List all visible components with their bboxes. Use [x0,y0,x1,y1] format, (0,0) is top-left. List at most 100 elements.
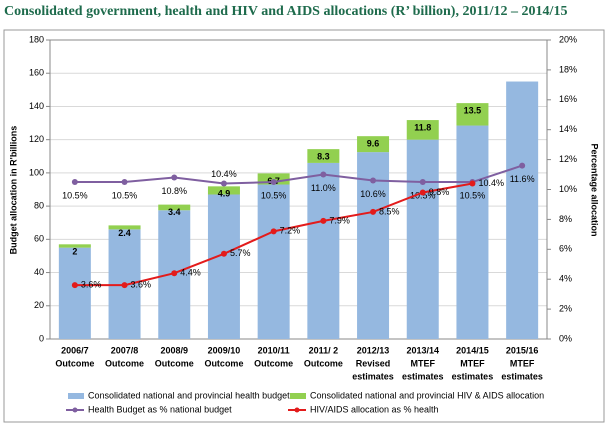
data-label: 8.5% [379,206,400,216]
x-tick-label: Outcome [105,358,144,368]
point [220,180,227,187]
chart-title: Consolidated government, health and HIV … [4,4,567,19]
x-tick-label: Outcome [55,358,94,368]
bar [108,225,141,230]
y2-tick-label: 14% [559,124,577,134]
y2-axis-title: Percentage allocation [590,143,600,236]
data-label: 11.0% [311,183,336,193]
x-tick-label: estimates [402,371,444,381]
data-label: 10.8% [161,186,187,196]
data-label: 3.4 [168,207,181,217]
x-tick-label: 2007/8 [111,345,139,355]
data-label: 10.5% [62,190,88,200]
x-tick-label: 2014/15 [456,345,489,355]
bar [58,247,91,339]
x-tick-label: 2006/7 [61,345,89,355]
data-label: 9.6 [367,139,380,149]
data-label: 10.5% [261,190,287,200]
data-label: 3.6% [81,280,102,290]
point [121,179,128,186]
point [469,180,476,187]
point [419,179,426,186]
bar [207,194,240,339]
x-tick-label: Outcome [155,358,194,368]
y-tick-label: 40 [34,267,44,277]
y-axis-title: Budget allocation in R'billions [8,126,18,255]
data-label: 4.4% [180,268,201,278]
legend-swatch [68,393,84,399]
legend-swatch [72,407,78,413]
point [519,162,526,169]
data-label: 10.4% [478,178,504,188]
point [121,282,128,289]
x-tick-label: 2013/14 [406,345,439,355]
point [320,171,327,178]
x-tick-label: Revised [356,358,391,368]
data-label: 5.7% [230,248,251,258]
data-label: 7.9% [329,215,350,225]
y-tick-label: 0 [39,333,44,343]
y-tick-label: 20 [34,300,44,310]
bar [58,244,91,248]
x-tick-label: estimates [501,371,543,381]
bar [207,186,240,195]
x-tick-label: 2015/16 [506,345,539,355]
x-tick-label: estimates [352,371,394,381]
y-tick-label: 140 [29,101,44,111]
y2-tick-label: 4% [559,274,572,284]
x-tick-label: 2012/13 [357,345,390,355]
point [320,217,327,224]
data-label: 2.4 [118,228,131,238]
bar [406,120,439,140]
legend-label: Consolidated national and provincial hea… [88,390,290,400]
y2-tick-label: 6% [559,244,572,254]
data-label: 2 [72,247,77,257]
data-label: 10.5% [460,190,486,200]
x-tick-label: estimates [452,371,494,381]
x-tick-label: 2009/10 [208,345,241,355]
point [71,179,78,186]
y-tick-label: 160 [29,68,44,78]
chart-frame [3,29,605,423]
bar [456,103,489,126]
bar [506,81,539,340]
bar [406,139,439,339]
data-label: 11.8 [414,122,431,132]
y-tick-label: 100 [29,167,44,177]
x-tick-label: MTEF [460,358,485,368]
y-tick-label: 60 [34,234,44,244]
point [370,208,377,215]
y-tick-label: 180 [29,34,44,44]
legend-label: HIV/AIDS allocation as % health [310,404,439,414]
x-tick-label: MTEF [510,358,535,368]
bar [456,125,489,339]
bar [307,162,340,339]
point [171,174,178,181]
y-tick-label: 120 [29,134,44,144]
point [419,189,426,196]
y2-tick-label: 16% [559,94,577,104]
y2-tick-label: 20% [559,34,577,44]
y2-tick-label: 18% [559,64,577,74]
data-label: 8.3 [317,152,330,162]
x-tick-label: Outcome [204,358,243,368]
legend-swatch [294,407,300,413]
y2-tick-label: 10% [559,184,577,194]
point [220,250,227,257]
line [74,164,523,185]
data-label: 10.5% [112,190,138,200]
x-tick-label: Outcome [304,358,343,368]
point [270,228,277,235]
x-tick-label: 2008/9 [160,345,188,355]
bar [257,184,290,339]
point [71,282,78,289]
data-label: 4.9 [218,189,231,199]
y2-tick-label: 8% [559,214,572,224]
bar [307,149,340,163]
data-label: 10.6% [360,189,386,199]
data-label: 10.4% [211,169,237,179]
legend-label: Health Budget as % national budget [88,404,232,414]
y2-tick-label: 12% [559,154,577,164]
y2-tick-label: 0% [559,333,572,343]
